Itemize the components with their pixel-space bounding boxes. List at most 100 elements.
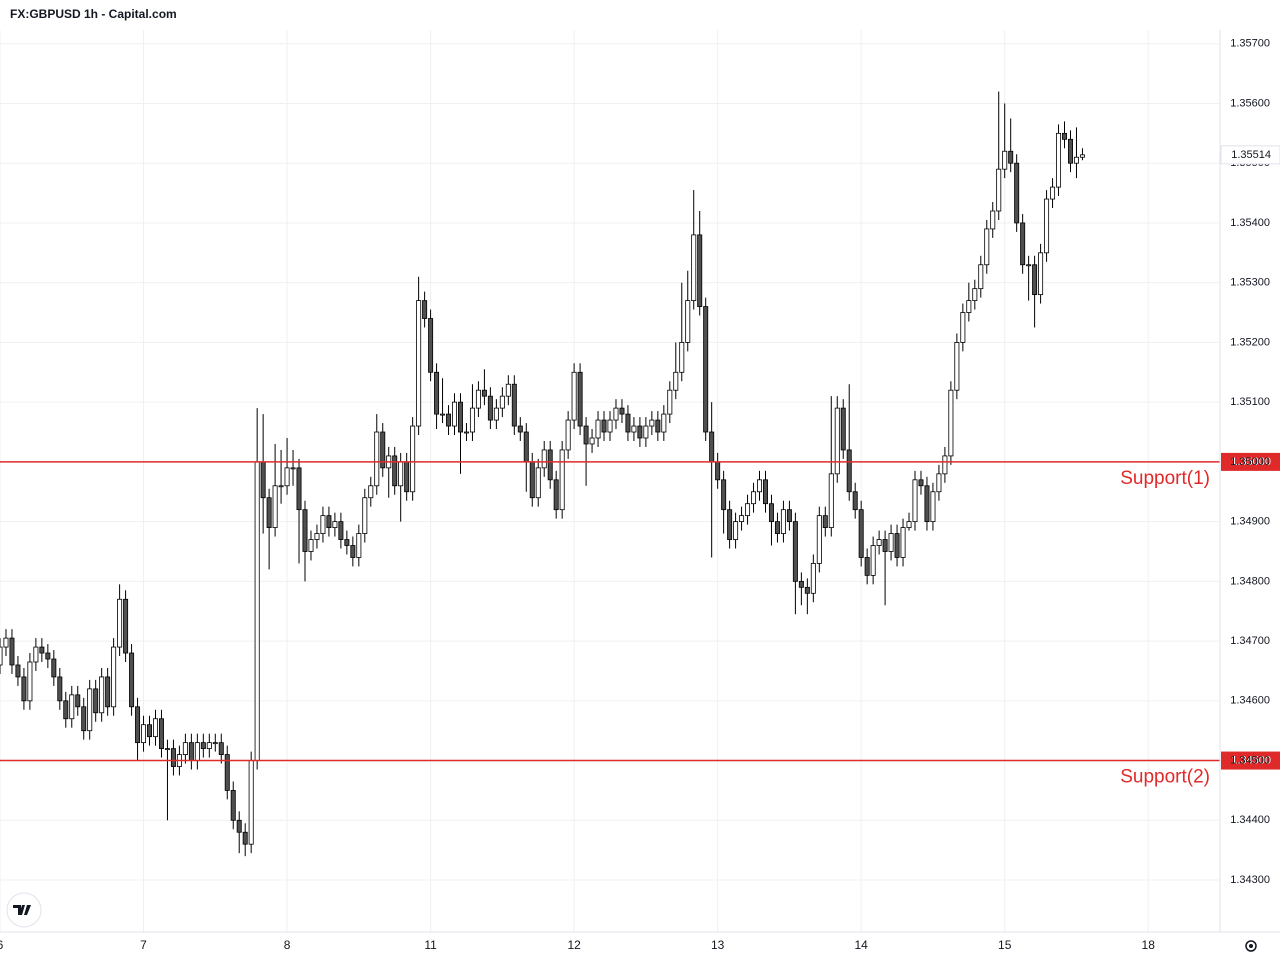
candle-body bbox=[27, 661, 33, 702]
y-tick-label: 1.34700 bbox=[1230, 635, 1270, 647]
candle-body bbox=[230, 790, 236, 821]
candle-body bbox=[362, 497, 368, 534]
candle-body bbox=[762, 479, 768, 505]
candle-body bbox=[81, 706, 87, 732]
candle-body bbox=[1073, 156, 1079, 164]
candle-body bbox=[105, 676, 111, 708]
candle-body bbox=[577, 371, 583, 427]
candle-body bbox=[416, 300, 422, 427]
candle-body bbox=[129, 652, 135, 708]
candle-body bbox=[481, 389, 487, 397]
candle-body bbox=[422, 300, 428, 319]
candle-body bbox=[517, 425, 523, 433]
candle-body bbox=[212, 742, 218, 745]
candle-body bbox=[200, 742, 206, 750]
candle-body bbox=[721, 479, 727, 511]
candle-body bbox=[15, 664, 21, 678]
candle-body bbox=[57, 676, 63, 702]
candle-body bbox=[1014, 162, 1020, 224]
candle-body bbox=[266, 497, 272, 528]
candle-body bbox=[158, 718, 164, 750]
axes: 1.34300 1.34400 1.34500 1.34600 1.34700 1.348… bbox=[0, 30, 1280, 952]
y-tick-label: 1.34600 bbox=[1230, 695, 1270, 707]
candle-body bbox=[936, 473, 942, 493]
candle-body bbox=[864, 557, 870, 576]
candle-body bbox=[571, 371, 577, 421]
candle-body bbox=[565, 419, 571, 451]
candle-body bbox=[1079, 154, 1085, 158]
candle-body bbox=[398, 461, 404, 487]
y-tick-label: 1.34900 bbox=[1230, 516, 1270, 528]
x-tick-label: 11 bbox=[424, 938, 437, 952]
candle-body bbox=[69, 694, 75, 720]
candle-body bbox=[117, 598, 123, 648]
x-tick-label: 15 bbox=[998, 938, 1012, 952]
candle-body bbox=[595, 419, 601, 439]
candle-body bbox=[487, 395, 493, 421]
candle-body bbox=[123, 598, 129, 654]
candle-body bbox=[164, 748, 170, 751]
candle-body bbox=[583, 425, 589, 445]
candle-body bbox=[804, 586, 810, 594]
last-price-label: 1.35514 bbox=[1231, 149, 1271, 161]
x-tick-label: 18 bbox=[1142, 938, 1156, 952]
candle-body bbox=[906, 521, 912, 528]
candle-body bbox=[493, 407, 499, 421]
candle-body bbox=[404, 461, 410, 493]
y-tick-label: 1.34500 bbox=[1230, 754, 1270, 766]
candle-body bbox=[224, 754, 230, 791]
x-tick-label: 7 bbox=[140, 938, 147, 952]
candle-body bbox=[338, 521, 344, 540]
candle-body bbox=[697, 234, 703, 307]
x-tick-label: 6 bbox=[0, 938, 4, 952]
candle-body bbox=[33, 646, 39, 663]
candle-body bbox=[852, 491, 858, 511]
candle-body bbox=[960, 312, 966, 343]
y-tick-label: 1.34800 bbox=[1230, 575, 1270, 587]
candle-body bbox=[978, 264, 984, 290]
candle-body bbox=[643, 425, 649, 439]
candle-body bbox=[673, 371, 679, 391]
candle-body bbox=[727, 509, 733, 540]
candle-body bbox=[434, 371, 440, 415]
candle-body bbox=[990, 210, 996, 230]
last-price-badge bbox=[1220, 145, 1280, 165]
candle-body bbox=[152, 718, 158, 738]
settings-icon[interactable] bbox=[1245, 940, 1257, 952]
candle-body bbox=[828, 473, 834, 528]
candle-body bbox=[410, 425, 416, 493]
candle-body bbox=[1020, 222, 1026, 266]
level-price-label: 1.35000 bbox=[1231, 456, 1271, 468]
candle-body bbox=[942, 455, 948, 475]
candle-body bbox=[463, 431, 469, 434]
candle-body bbox=[290, 467, 296, 470]
candle-body bbox=[1067, 138, 1073, 164]
candles bbox=[0, 91, 1085, 857]
candle-body bbox=[392, 455, 398, 487]
candle-body bbox=[446, 413, 452, 427]
candle-body bbox=[0, 646, 3, 666]
candle-body bbox=[607, 419, 613, 433]
candle-body bbox=[1008, 150, 1014, 164]
candle-body bbox=[21, 676, 27, 702]
candle-body bbox=[302, 509, 308, 552]
candle-body bbox=[332, 521, 338, 528]
candle-body bbox=[254, 461, 260, 761]
candle-body bbox=[709, 431, 715, 463]
candle-body bbox=[655, 419, 661, 433]
y-tick-label: 1.35100 bbox=[1230, 396, 1270, 408]
candle-body bbox=[888, 533, 894, 552]
candle-body bbox=[499, 395, 505, 409]
candle-body bbox=[667, 389, 673, 415]
candle-body bbox=[356, 533, 362, 558]
candle-body bbox=[380, 431, 386, 469]
candle-body bbox=[918, 479, 924, 487]
candle-body bbox=[924, 485, 930, 523]
y-tick-label: 1.35200 bbox=[1230, 336, 1270, 348]
candle-body bbox=[637, 425, 643, 439]
y-tick-label: 1.35400 bbox=[1230, 217, 1270, 229]
candle-body bbox=[816, 515, 822, 564]
level-price-badge bbox=[1221, 751, 1280, 770]
candle-body bbox=[589, 437, 595, 445]
